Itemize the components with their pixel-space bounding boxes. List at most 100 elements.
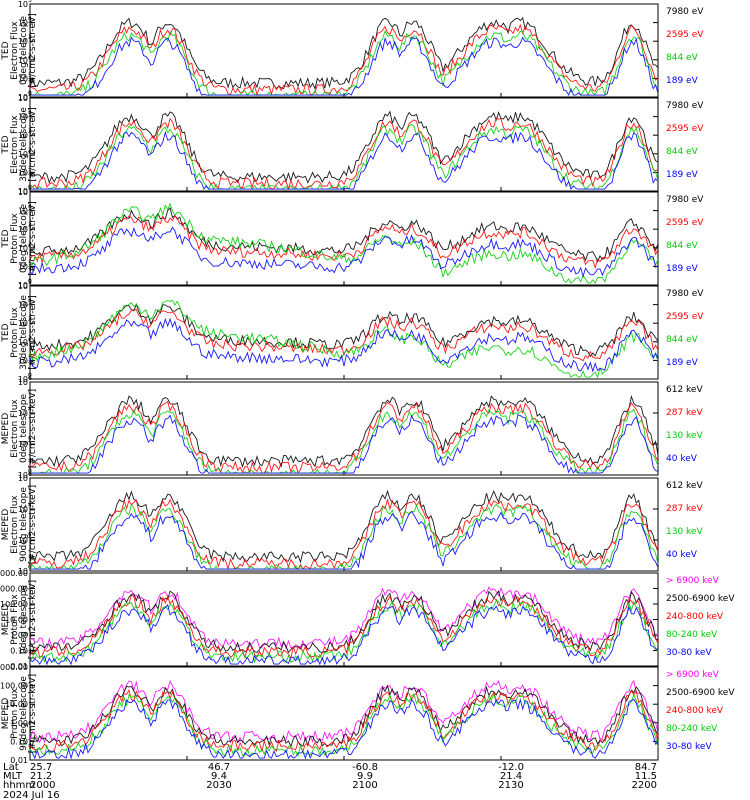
legend-entry: 80-240 keV (666, 630, 718, 640)
y-tick-label: 10 (18, 567, 28, 576)
y-tick-label: 10 (18, 262, 28, 271)
x-tick-mlt: 11.5 (635, 771, 657, 782)
series-line (29, 489, 659, 564)
y-tick-label: 10 (18, 244, 28, 253)
y-tick-label: 10.00 (5, 616, 28, 625)
y-tick-label: 100.00 (0, 682, 28, 691)
y-tick-label: 10 (18, 356, 28, 365)
panel-7: MEPED Proton Flux 0deg telescope [#/cm2-s-s… (0, 569, 735, 671)
legend-entry: 7980 eV (666, 7, 704, 17)
x-tick-lat: 84.7 (635, 762, 657, 773)
legend-entry: 844 eV (666, 53, 699, 63)
series-line (30, 123, 659, 191)
legend-entry: 287 keV (666, 504, 703, 514)
y-label-line: MEPED (1, 604, 11, 636)
legend-entry: 240-800 keV (666, 706, 724, 716)
y-tick-label: 10 (18, 93, 28, 102)
series-line (30, 510, 659, 570)
panel-2: TED Electron Flux 30deg telescope [#/cm2-s-… (1, 91, 704, 196)
x-tick-mlt: 9.4 (211, 771, 227, 782)
plot-frame (29, 477, 659, 572)
series-line (29, 110, 659, 184)
panel-5: MEPED Electron Flux 0deg telescope [#/cm2-s… (1, 375, 703, 480)
y-axis-label: TED Proton Flux 30deg telescope [#/cm2-s-st… (1, 295, 38, 370)
y-label-line: 0deg telescope (19, 585, 29, 655)
y-label-line: Electron Flux (10, 115, 20, 174)
y-label-line: Electron Flux (10, 21, 20, 80)
plot-frame (29, 285, 659, 380)
y-label-line: 90deg telescope (19, 676, 29, 751)
legend-entry: 2595 eV (666, 124, 704, 134)
legend-entry: 189 eV (666, 358, 699, 368)
y-label-line: 30deg telescope (19, 295, 29, 370)
x-tick-mlt: 9.9 (357, 771, 373, 782)
y-axis-label: TED Electron Flux 0deg telescope [#/cm2-s-s… (1, 13, 38, 88)
series-line (29, 692, 659, 758)
legend-entry: 844 eV (666, 241, 699, 251)
y-tick-exponent: 6 (28, 375, 32, 382)
y-label-line: TED (1, 41, 11, 60)
legend-entry: 30-80 keV (666, 648, 712, 658)
y-tick-exponent: 1 (28, 165, 32, 172)
series-line (29, 400, 659, 474)
series-line (29, 679, 659, 744)
y-tick-exponent: 3 (28, 34, 32, 41)
plot-frame (29, 191, 659, 286)
x-tick-hhmm: 2030 (206, 780, 231, 791)
legend-entry: 7980 eV (666, 195, 704, 205)
legend-entry: 40 keV (666, 550, 698, 560)
y-tick-label: 10 (18, 471, 28, 480)
plot-frame (29, 666, 659, 761)
legend-entry: 2500-6900 keV (666, 594, 735, 604)
y-tick-label: 10 (18, 319, 28, 328)
y-label-line: [#/cm2-s-str-keV] (28, 389, 38, 468)
y-tick-exponent: 4 (28, 502, 32, 509)
panel-8: MEPED Proton Flux 90deg telescope [#/cm2-s-… (0, 663, 735, 765)
series-line (29, 23, 659, 97)
y-label-line: 0deg telescope (19, 16, 29, 86)
y-tick-label: 1.00 (10, 719, 28, 728)
legend-entry: 844 eV (666, 147, 699, 157)
y-tick-label: 10 (18, 188, 28, 197)
plot-frame (29, 381, 659, 476)
y-tick-label: 10 (18, 113, 28, 122)
y-tick-exponent: 4 (28, 298, 32, 305)
y-tick-label: 10 (18, 338, 28, 347)
y-tick-label: 10 (18, 505, 28, 514)
legend-entry: 40 keV (666, 454, 698, 464)
legend-entry: 7980 eV (666, 101, 704, 111)
x-tick-lat: -12.0 (498, 762, 524, 773)
legend-entry: 189 eV (666, 170, 699, 180)
y-tick-label: 10 (18, 56, 28, 65)
y-label-line: Proton Flux (10, 688, 20, 739)
series-line (29, 303, 659, 358)
series-line (30, 414, 659, 475)
legend-entry: 7980 eV (666, 289, 704, 299)
plot-frame (29, 572, 659, 667)
legend-entry: 189 eV (666, 264, 699, 274)
y-tick-exponent: 3 (28, 316, 32, 323)
y-tick-label: 0.01 (10, 756, 28, 765)
y-tick-label: 10 (18, 207, 28, 216)
y-tick-label: 10 (18, 440, 28, 449)
x-tick-mlt: 21.2 (30, 771, 52, 782)
series-line (29, 215, 659, 270)
y-tick-label: 1000.00 (0, 585, 28, 594)
y-axis-label: TED Electron Flux 30deg telescope [#/cm2-s-… (1, 107, 38, 182)
y-label-line: 0deg telescope (19, 394, 29, 464)
y-tick-exponent: 2 (28, 437, 32, 444)
panel-4: TED Proton Flux 30deg telescope [#/cm2-s-st… (1, 279, 704, 384)
legend-entry: 130 keV (666, 527, 703, 537)
series-line (30, 408, 659, 474)
series-line (29, 226, 659, 279)
y-axis-label: MEPED Electron Flux 90deg telescope [#/cm2-… (1, 485, 38, 564)
y-axis-label: MEPED Proton Flux 90deg telescope [#/cm2-s-… (1, 674, 38, 753)
x-row-label-mlt: MLT (3, 771, 23, 782)
y-tick-label: 100.00 (0, 600, 28, 609)
y-tick-exponent: 4 (28, 204, 32, 211)
y-tick-label: 10 (18, 536, 28, 545)
legend-entry: 844 eV (666, 335, 699, 345)
y-tick-label: 10 (18, 131, 28, 140)
y-tick-exponent: 3 (28, 222, 32, 229)
y-label-line: TED (1, 135, 11, 154)
